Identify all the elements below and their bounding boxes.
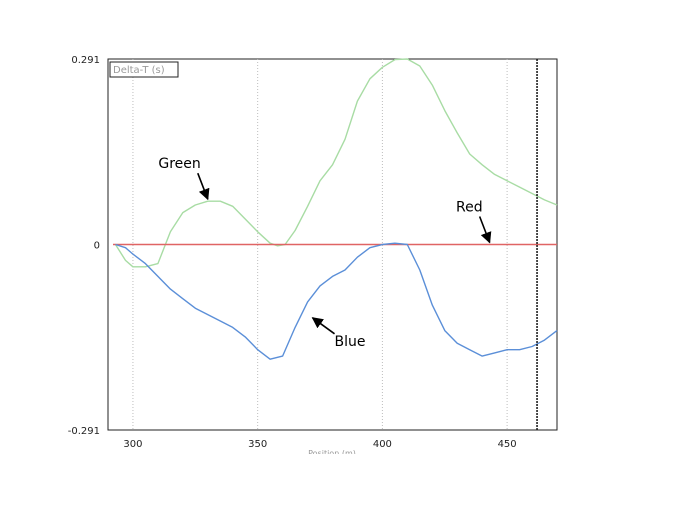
annotation-arrow [197, 172, 210, 201]
x-tick-label: 350 [248, 439, 267, 450]
x-tick-labels: 300 350 400 450 [123, 439, 516, 450]
y-axis-title: Delta-T (s) [113, 65, 165, 76]
annotation-label: Red [456, 200, 483, 216]
green-series-line [114, 58, 558, 268]
x-tick-label: 400 [373, 439, 392, 450]
series-layer [113, 58, 558, 360]
y-tick-label: -0.291 [68, 426, 100, 437]
annotation-arrow [311, 317, 336, 335]
y-tick-label: 0 [94, 241, 100, 252]
x-tick-label: 450 [498, 439, 517, 450]
blue-series-line [115, 242, 558, 360]
annotation-label: Green [158, 156, 200, 172]
x-tick-label: 300 [123, 439, 142, 450]
annotation-label: Blue [335, 334, 366, 350]
y-axis-title-box: Delta-T (s) [109, 61, 179, 78]
grid [132, 59, 508, 430]
y-tick-labels: 0.291 0 -0.291 [68, 55, 100, 437]
y-tick-label: 0.291 [71, 55, 100, 66]
annotations: Green Red Blue [158, 156, 492, 350]
annotation-arrow [478, 216, 492, 244]
x-axis-title: Position (m) [308, 449, 356, 458]
